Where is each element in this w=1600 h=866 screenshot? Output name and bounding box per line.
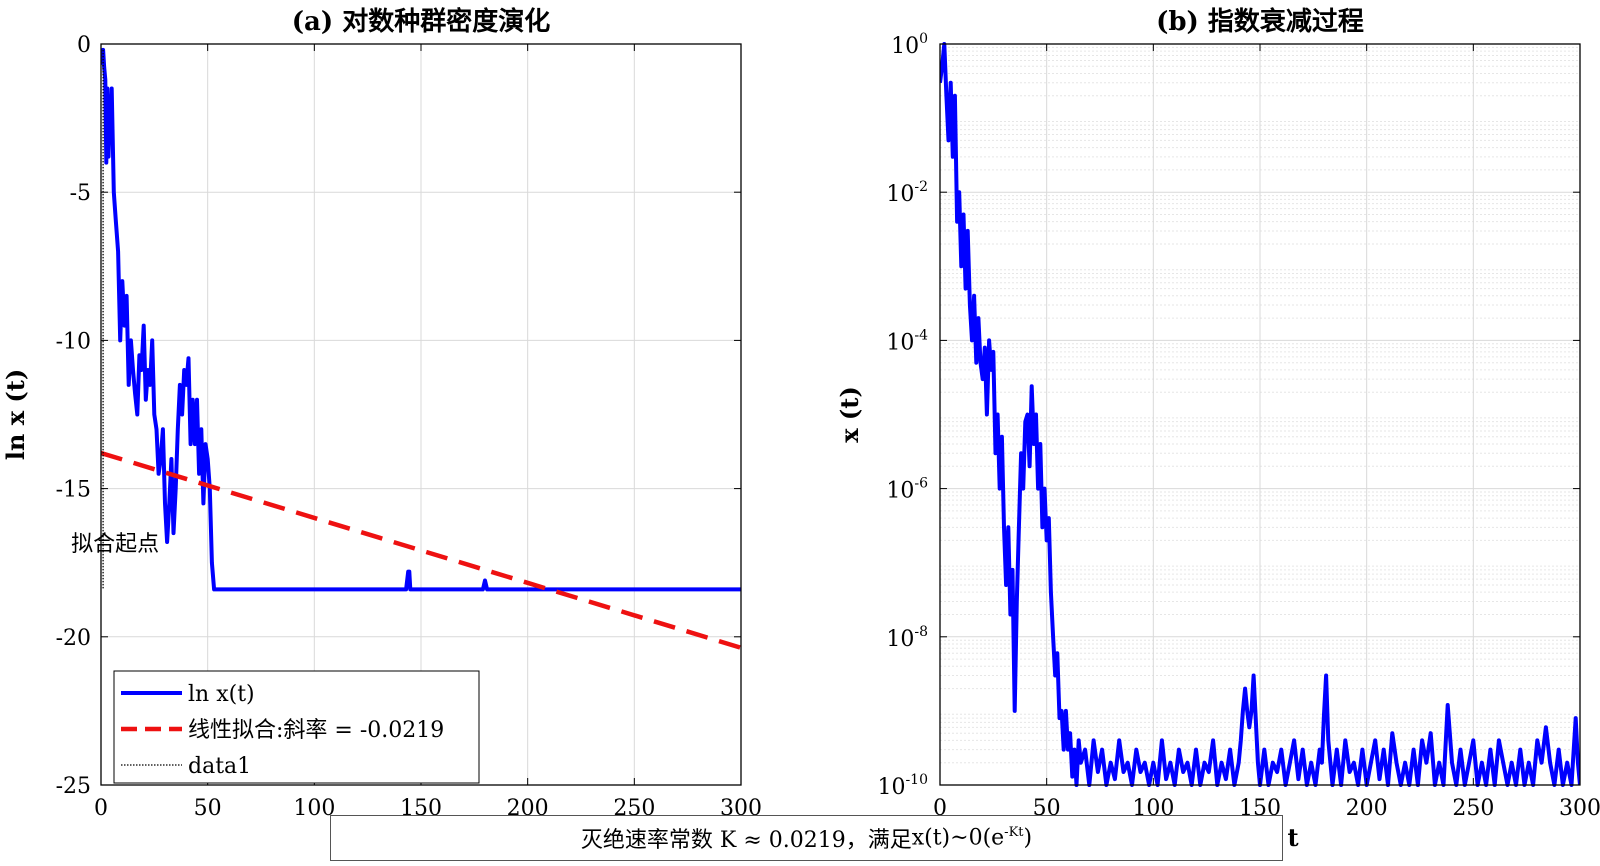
legend-label: data1 — [188, 754, 251, 779]
panel-b: 0 50 100 150 200 250 30010010-210-410-610-810-… — [835, 6, 1600, 852]
series-line — [940, 42, 1580, 787]
y-tick-label: 10-4 — [886, 327, 928, 355]
y-tick-label: -15 — [56, 478, 91, 503]
x-axis-label: t — [1287, 823, 1298, 852]
fit-line — [101, 450, 741, 650]
y-tick-label: 10-2 — [886, 179, 928, 207]
x-tick-label: 0 — [94, 796, 108, 821]
x-tick-label: 100 — [293, 796, 335, 821]
data-layer — [101, 47, 741, 650]
chart-title: (a) 对数种群密度演化 — [292, 6, 551, 37]
x-tick-label: 300 — [1559, 796, 1600, 821]
annotation: 拟合起点 — [71, 532, 159, 557]
legend: ln x(t) 线性拟合:斜率 = -0.0219 data1 — [113, 670, 480, 784]
legend-label: ln x(t) — [188, 682, 255, 707]
x-tick-label: 200 — [1346, 796, 1388, 821]
y-tick-label: -10 — [56, 329, 91, 354]
y-axis-label: x (t) — [835, 386, 864, 442]
caption-box: 灭绝速率常数 K ≈ 0.0219，满足 x(t)~0(e-Kt) — [330, 815, 1283, 861]
y-tick-label: 10-8 — [886, 624, 928, 652]
caption-text: 灭绝速率常数 K ≈ 0.0219，满足 — [580, 828, 912, 853]
legend-label: 线性拟合:斜率 = -0.0219 — [188, 718, 444, 743]
chart-title: (b) 指数衰减过程 — [1156, 6, 1364, 37]
x-tick-label: 0 — [933, 796, 947, 821]
y-tick-label: 10-10 — [877, 772, 928, 800]
y-tick-label: -5 — [70, 181, 91, 206]
y-tick-label: -20 — [56, 626, 91, 651]
data-layer — [940, 42, 1580, 787]
x-tick-label: 50 — [194, 796, 222, 821]
y-axis-label: ln x (t) — [1, 369, 30, 460]
y-tick-label: 0 — [77, 33, 91, 58]
series-line — [101, 47, 741, 592]
y-tick-label: 10-6 — [886, 476, 928, 504]
x-tick-label: 250 — [1452, 796, 1494, 821]
y-tick-label: -25 — [56, 774, 91, 799]
y-tick-label: 100 — [891, 31, 928, 59]
caption-formula: x(t)~0(e-Kt) — [911, 825, 1033, 851]
